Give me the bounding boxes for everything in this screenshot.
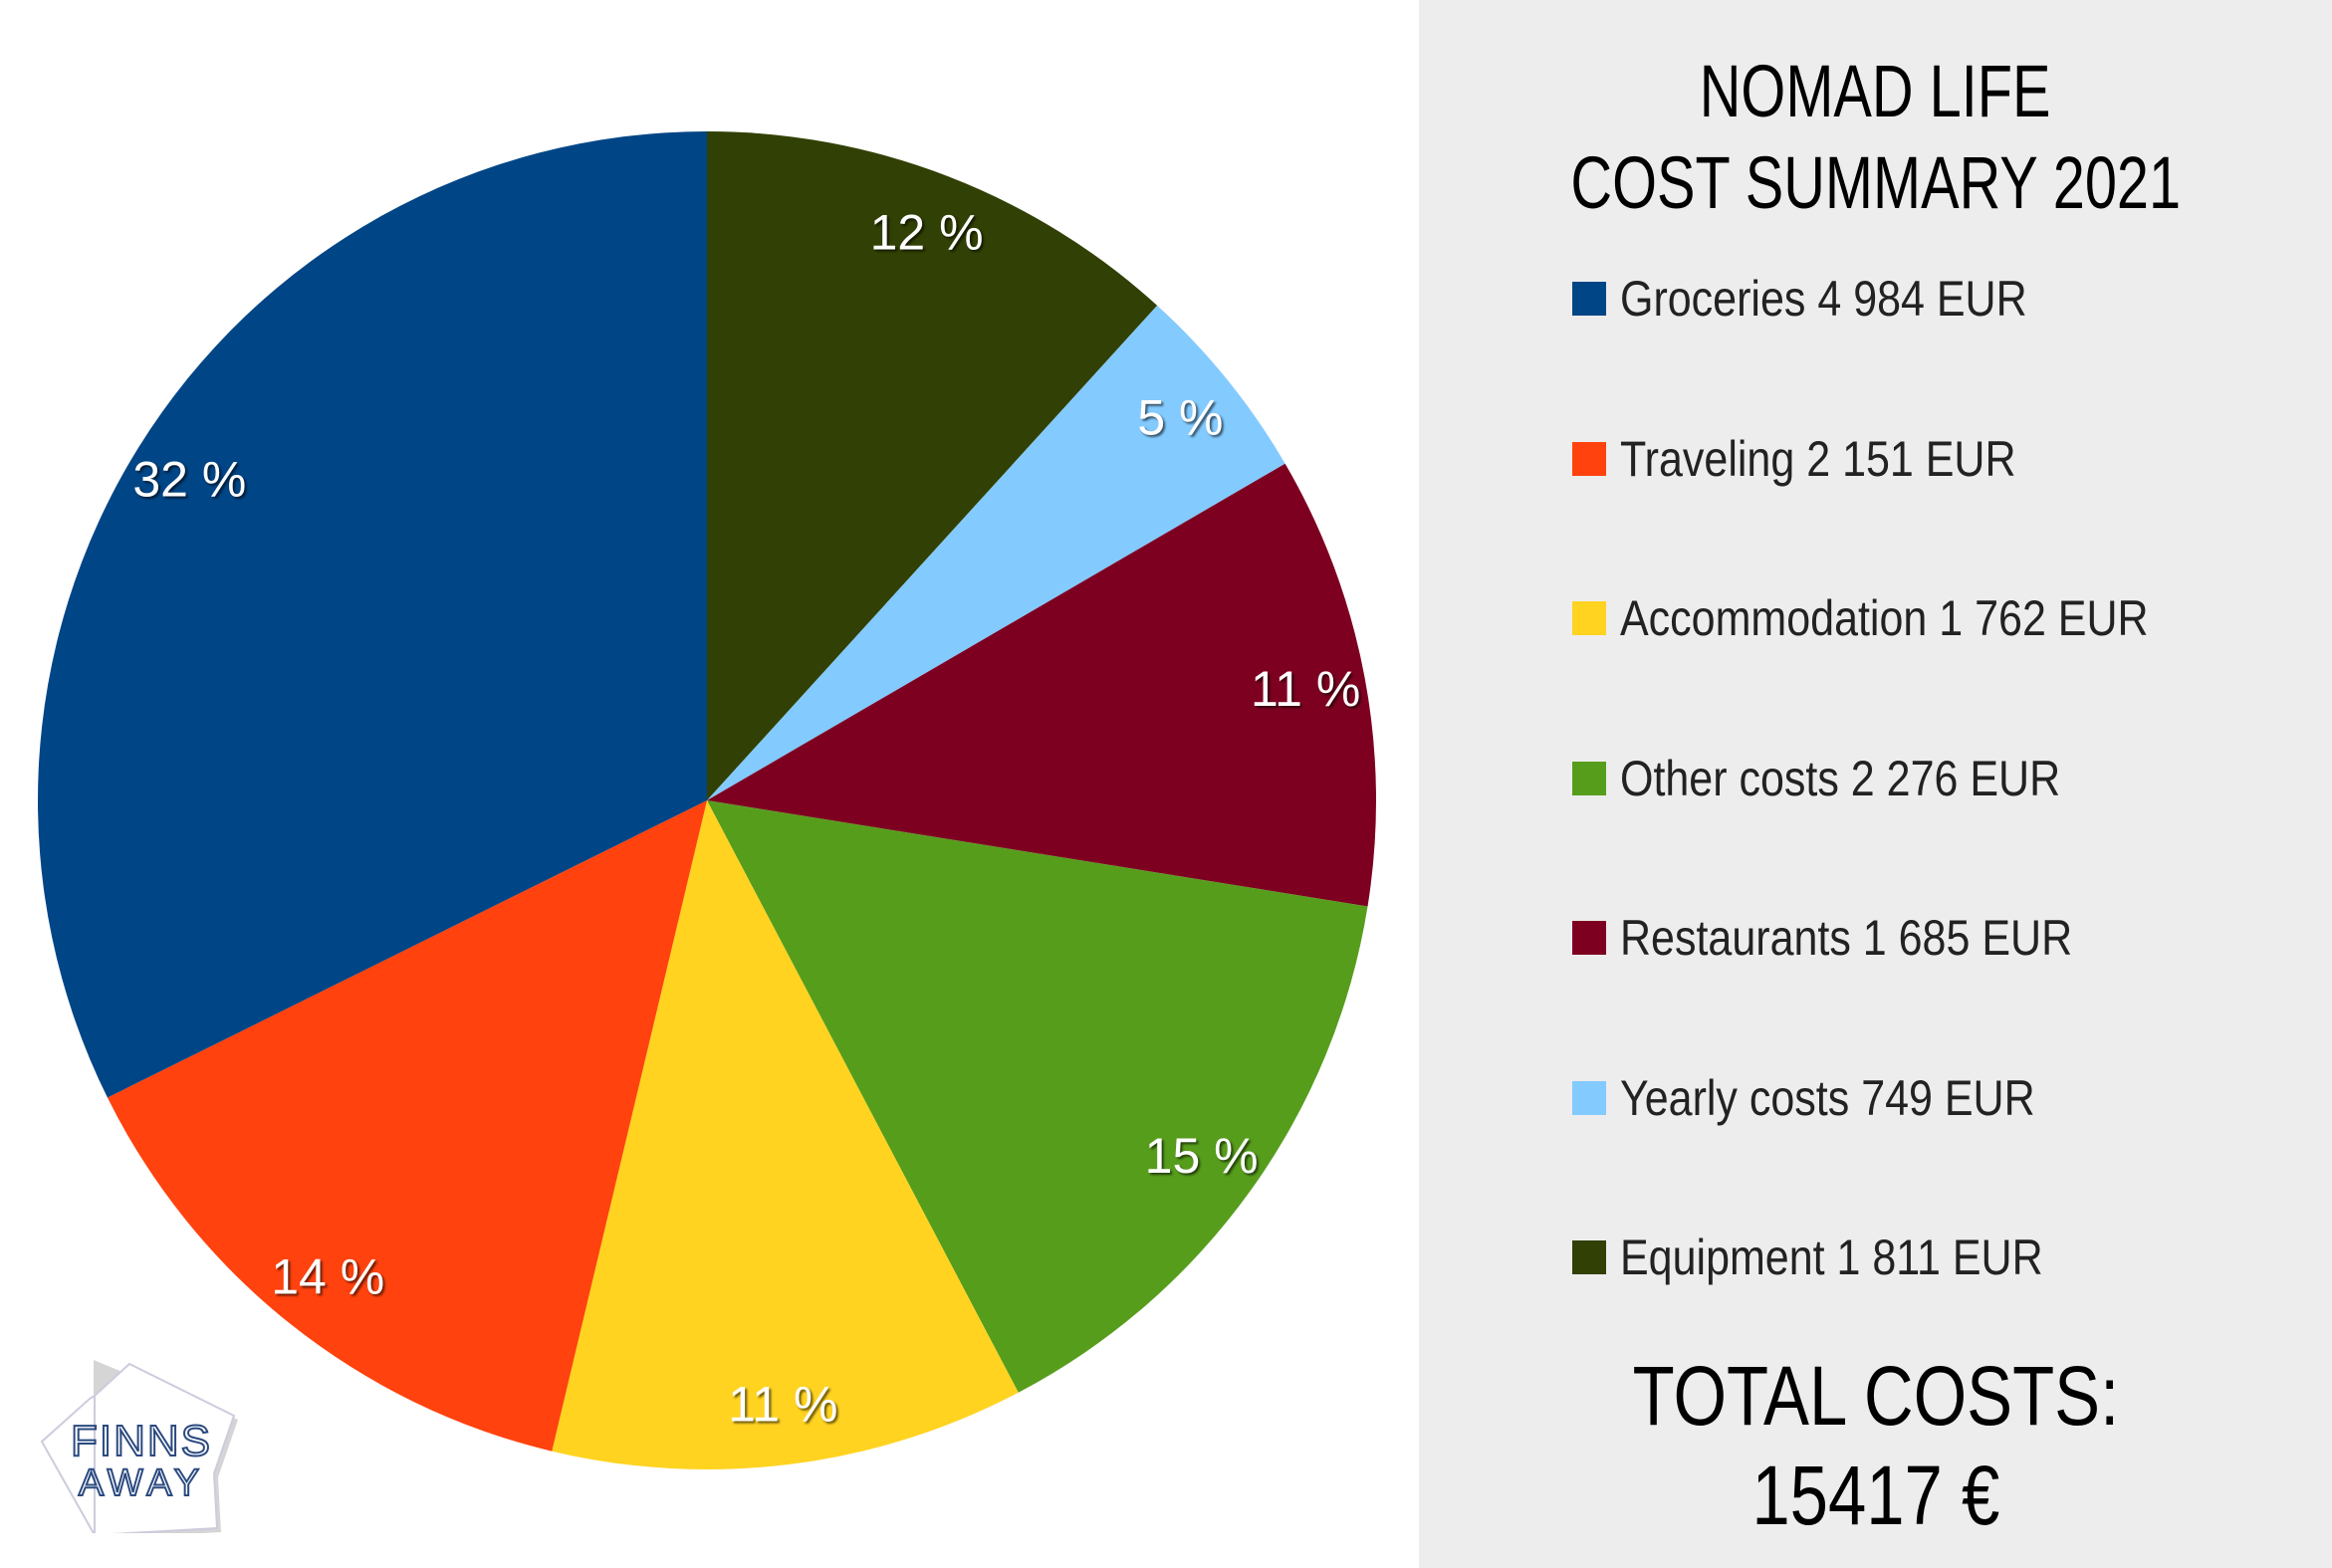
pie-slice-other-costs bbox=[707, 800, 1368, 1393]
pie-chart: 12 % 5 % 11 % 15 % 11 % 14 % 32 % bbox=[38, 131, 1376, 1470]
legend-swatch bbox=[1572, 282, 1606, 316]
legend-item-yearly-costs: Yearly costs 749 EUR bbox=[1572, 1068, 2103, 1128]
legend-panel: NOMAD LIFE COST SUMMARY 2021 Groceries 4… bbox=[1419, 0, 2332, 1568]
legend-label: Restaurants 1 685 EUR bbox=[1620, 910, 2073, 966]
pie-slice-traveling bbox=[107, 800, 707, 1452]
legend-item-groceries: Groceries 4 984 EUR bbox=[1572, 269, 2093, 329]
pie-slice-groceries bbox=[38, 131, 708, 1098]
legend-item-other-costs: Other costs 2 276 EUR bbox=[1572, 749, 2132, 808]
data-label-yearly-costs: 5 % bbox=[1137, 389, 1223, 445]
finns-away-logo: FINNS AWAY bbox=[40, 1360, 238, 1533]
data-label-traveling: 14 % bbox=[271, 1248, 384, 1304]
legend-label: Equipment 1 811 EUR bbox=[1620, 1230, 2043, 1285]
legend-label: Other costs 2 276 EUR bbox=[1620, 750, 2061, 806]
data-label-accommodation: 11 % bbox=[728, 1377, 837, 1433]
total-label: TOTAL COSTS: bbox=[1632, 1349, 2119, 1443]
legend-item-equipment: Equipment 1 811 EUR bbox=[1572, 1228, 2112, 1287]
pie-slice-yearly-costs bbox=[707, 305, 1285, 800]
data-label-restaurants: 11 % bbox=[1251, 661, 1360, 717]
chart-title-line-1: NOMAD LIFE bbox=[1700, 50, 2051, 132]
svg-text:FINNS: FINNS bbox=[71, 1417, 212, 1465]
data-label-equipment: 12 % bbox=[870, 205, 984, 261]
legend-swatch bbox=[1572, 761, 1606, 795]
data-label-groceries: 32 % bbox=[132, 452, 246, 508]
data-label-other-costs: 15 % bbox=[1145, 1128, 1259, 1184]
legend-swatch bbox=[1572, 1080, 1606, 1115]
pie-slice-restaurants bbox=[707, 463, 1376, 907]
legend-swatch bbox=[1572, 601, 1606, 635]
legend-item-accommodation: Accommodation 1 762 EUR bbox=[1572, 588, 2234, 648]
legend-swatch bbox=[1572, 441, 1606, 476]
pie-slice-equipment bbox=[707, 131, 1158, 800]
legend-item-restaurants: Restaurants 1 685 EUR bbox=[1572, 908, 2146, 968]
legend-label: Groceries 4 984 EUR bbox=[1620, 271, 2027, 327]
svg-text:AWAY: AWAY bbox=[79, 1462, 204, 1504]
total-value: 15417 € bbox=[1750, 1449, 1999, 1542]
chart-title-line-2: COST SUMMARY 2021 bbox=[1570, 141, 2181, 224]
legend-label: Traveling 2 151 EUR bbox=[1620, 430, 2016, 487]
legend-item-traveling: Traveling 2 151 EUR bbox=[1572, 429, 2080, 489]
legend-label: Accommodation 1 762 EUR bbox=[1620, 590, 2149, 646]
legend-swatch bbox=[1572, 1240, 1606, 1274]
legend-swatch bbox=[1572, 921, 1606, 955]
legend-label: Yearly costs 749 EUR bbox=[1620, 1069, 2035, 1126]
pie-slice-accommodation bbox=[552, 800, 1019, 1470]
